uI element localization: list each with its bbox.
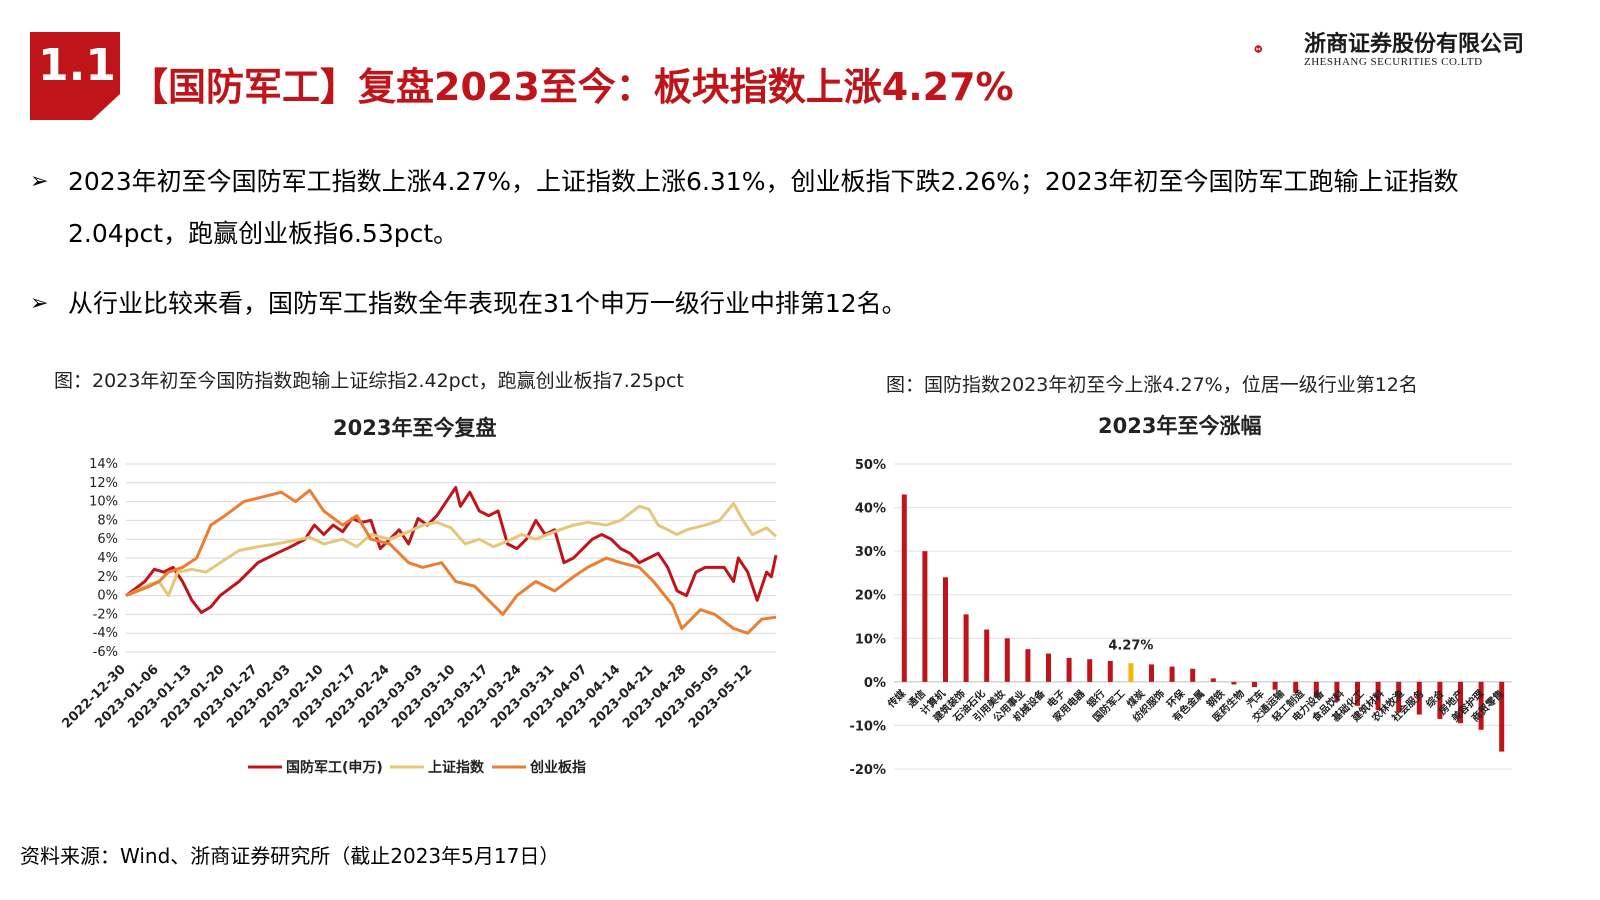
bar	[1066, 657, 1072, 682]
line-chart-title: 2023年至今复盘	[333, 416, 497, 440]
bar	[1416, 681, 1422, 715]
line-y-tick-label: 8%	[97, 513, 118, 528]
line-y-tick-label: 2%	[97, 570, 118, 585]
bar	[1190, 668, 1196, 682]
bar	[901, 494, 907, 682]
bar	[1313, 681, 1319, 698]
bar	[1478, 681, 1484, 730]
bar-chart: 50%40%30%20%10%0%-10%-20% 传媒通信计算机建筑装饰石油石…	[849, 458, 1512, 778]
bar	[1375, 681, 1381, 711]
bar	[1231, 681, 1237, 685]
line-y-tick-label: 6%	[97, 532, 118, 547]
line-y-tick-label: 14%	[89, 457, 118, 472]
bar	[1169, 666, 1175, 682]
legend-label: 上证指数	[428, 759, 485, 776]
bar	[1149, 664, 1154, 682]
bullet-arrow-icon: ➢	[30, 169, 49, 194]
bar-y-tick-label: -20%	[849, 763, 886, 778]
line-y-tick-label: 0%	[97, 589, 118, 604]
bar	[1087, 659, 1093, 682]
highlight-data-label: 4.27%	[1108, 638, 1153, 653]
line-y-tick-label: -6%	[93, 645, 118, 660]
legend-label: 国防军工(申万)	[286, 759, 383, 776]
bar	[922, 551, 928, 682]
page-title: 【国防军工】复盘2023至今：板块指数上涨4.27%	[130, 65, 1014, 109]
source-note: 资料来源：Wind、浙商证券研究所（截止2023年5月17日）	[20, 844, 560, 868]
bullet-arrow-icon: ➢	[30, 291, 49, 316]
section-badge	[30, 32, 120, 120]
logo-cn-text: 浙商证券股份有限公司	[1304, 31, 1525, 57]
line-series-3	[125, 488, 777, 635]
bar	[1355, 681, 1360, 706]
right-chart-caption: 图：国防指数2023年初至今上涨4.27%，位居一级行业第12名	[886, 374, 1418, 396]
bar	[1128, 663, 1134, 682]
bar	[963, 614, 969, 682]
bar	[1499, 681, 1505, 752]
bar-x-tick-label: 传媒	[884, 686, 909, 711]
bar-y-tick-label: -10%	[849, 719, 886, 734]
line-series-2	[125, 502, 778, 598]
section-number: 1.1	[38, 40, 116, 91]
bar	[1025, 649, 1031, 682]
bar-y-tick-label: 10%	[855, 632, 886, 647]
bar-y-tick-label: 20%	[855, 589, 886, 604]
line-series-1	[125, 486, 778, 614]
logo-en-text: ZHESHANG SECURITIES CO.LTD	[1304, 56, 1483, 68]
line-y-tick-label: 12%	[89, 476, 118, 491]
company-logo	[1254, 45, 1263, 53]
bar-y-tick-label: 40%	[855, 502, 886, 517]
left-chart-caption: 图：2023年初至今国防指数跑输上证综指2.42pct，跑赢创业板指7.25pc…	[54, 370, 684, 392]
bar	[1437, 681, 1443, 719]
line-y-tick-label: -4%	[93, 626, 118, 641]
bar-y-tick-label: 0%	[864, 676, 886, 691]
bar	[1272, 681, 1278, 690]
line-y-tick-label: 4%	[97, 551, 118, 566]
bar	[1252, 681, 1257, 688]
legend-label: 创业板指	[529, 759, 586, 776]
line-y-tick-label: 10%	[89, 495, 118, 510]
bar	[1004, 638, 1010, 682]
bar	[1293, 681, 1299, 693]
bar	[1396, 681, 1402, 713]
bar	[1107, 660, 1113, 682]
bar	[1458, 681, 1463, 724]
bar-y-tick-label: 30%	[855, 545, 886, 560]
bar-chart-title: 2023年至今涨幅	[1098, 414, 1262, 438]
bar	[1046, 653, 1051, 682]
bar	[1210, 678, 1216, 682]
bar	[943, 577, 948, 682]
bar	[1334, 681, 1340, 702]
bar	[984, 629, 990, 682]
line-y-tick-label: -2%	[93, 607, 118, 622]
bar-y-tick-label: 50%	[855, 458, 886, 473]
bullet-text: 2023年初至今国防军工指数上涨4.27%，上证指数上涨6.31%，创业板指下跌…	[68, 167, 1459, 248]
line-chart: 14%12%10%8%6%4%2%0%-2%-4%-6% 2022-12-302…	[59, 457, 778, 776]
bullet-text: 从行业比较来看，国防军工指数全年表现在31个申万一级行业中排第12名。	[68, 289, 907, 318]
